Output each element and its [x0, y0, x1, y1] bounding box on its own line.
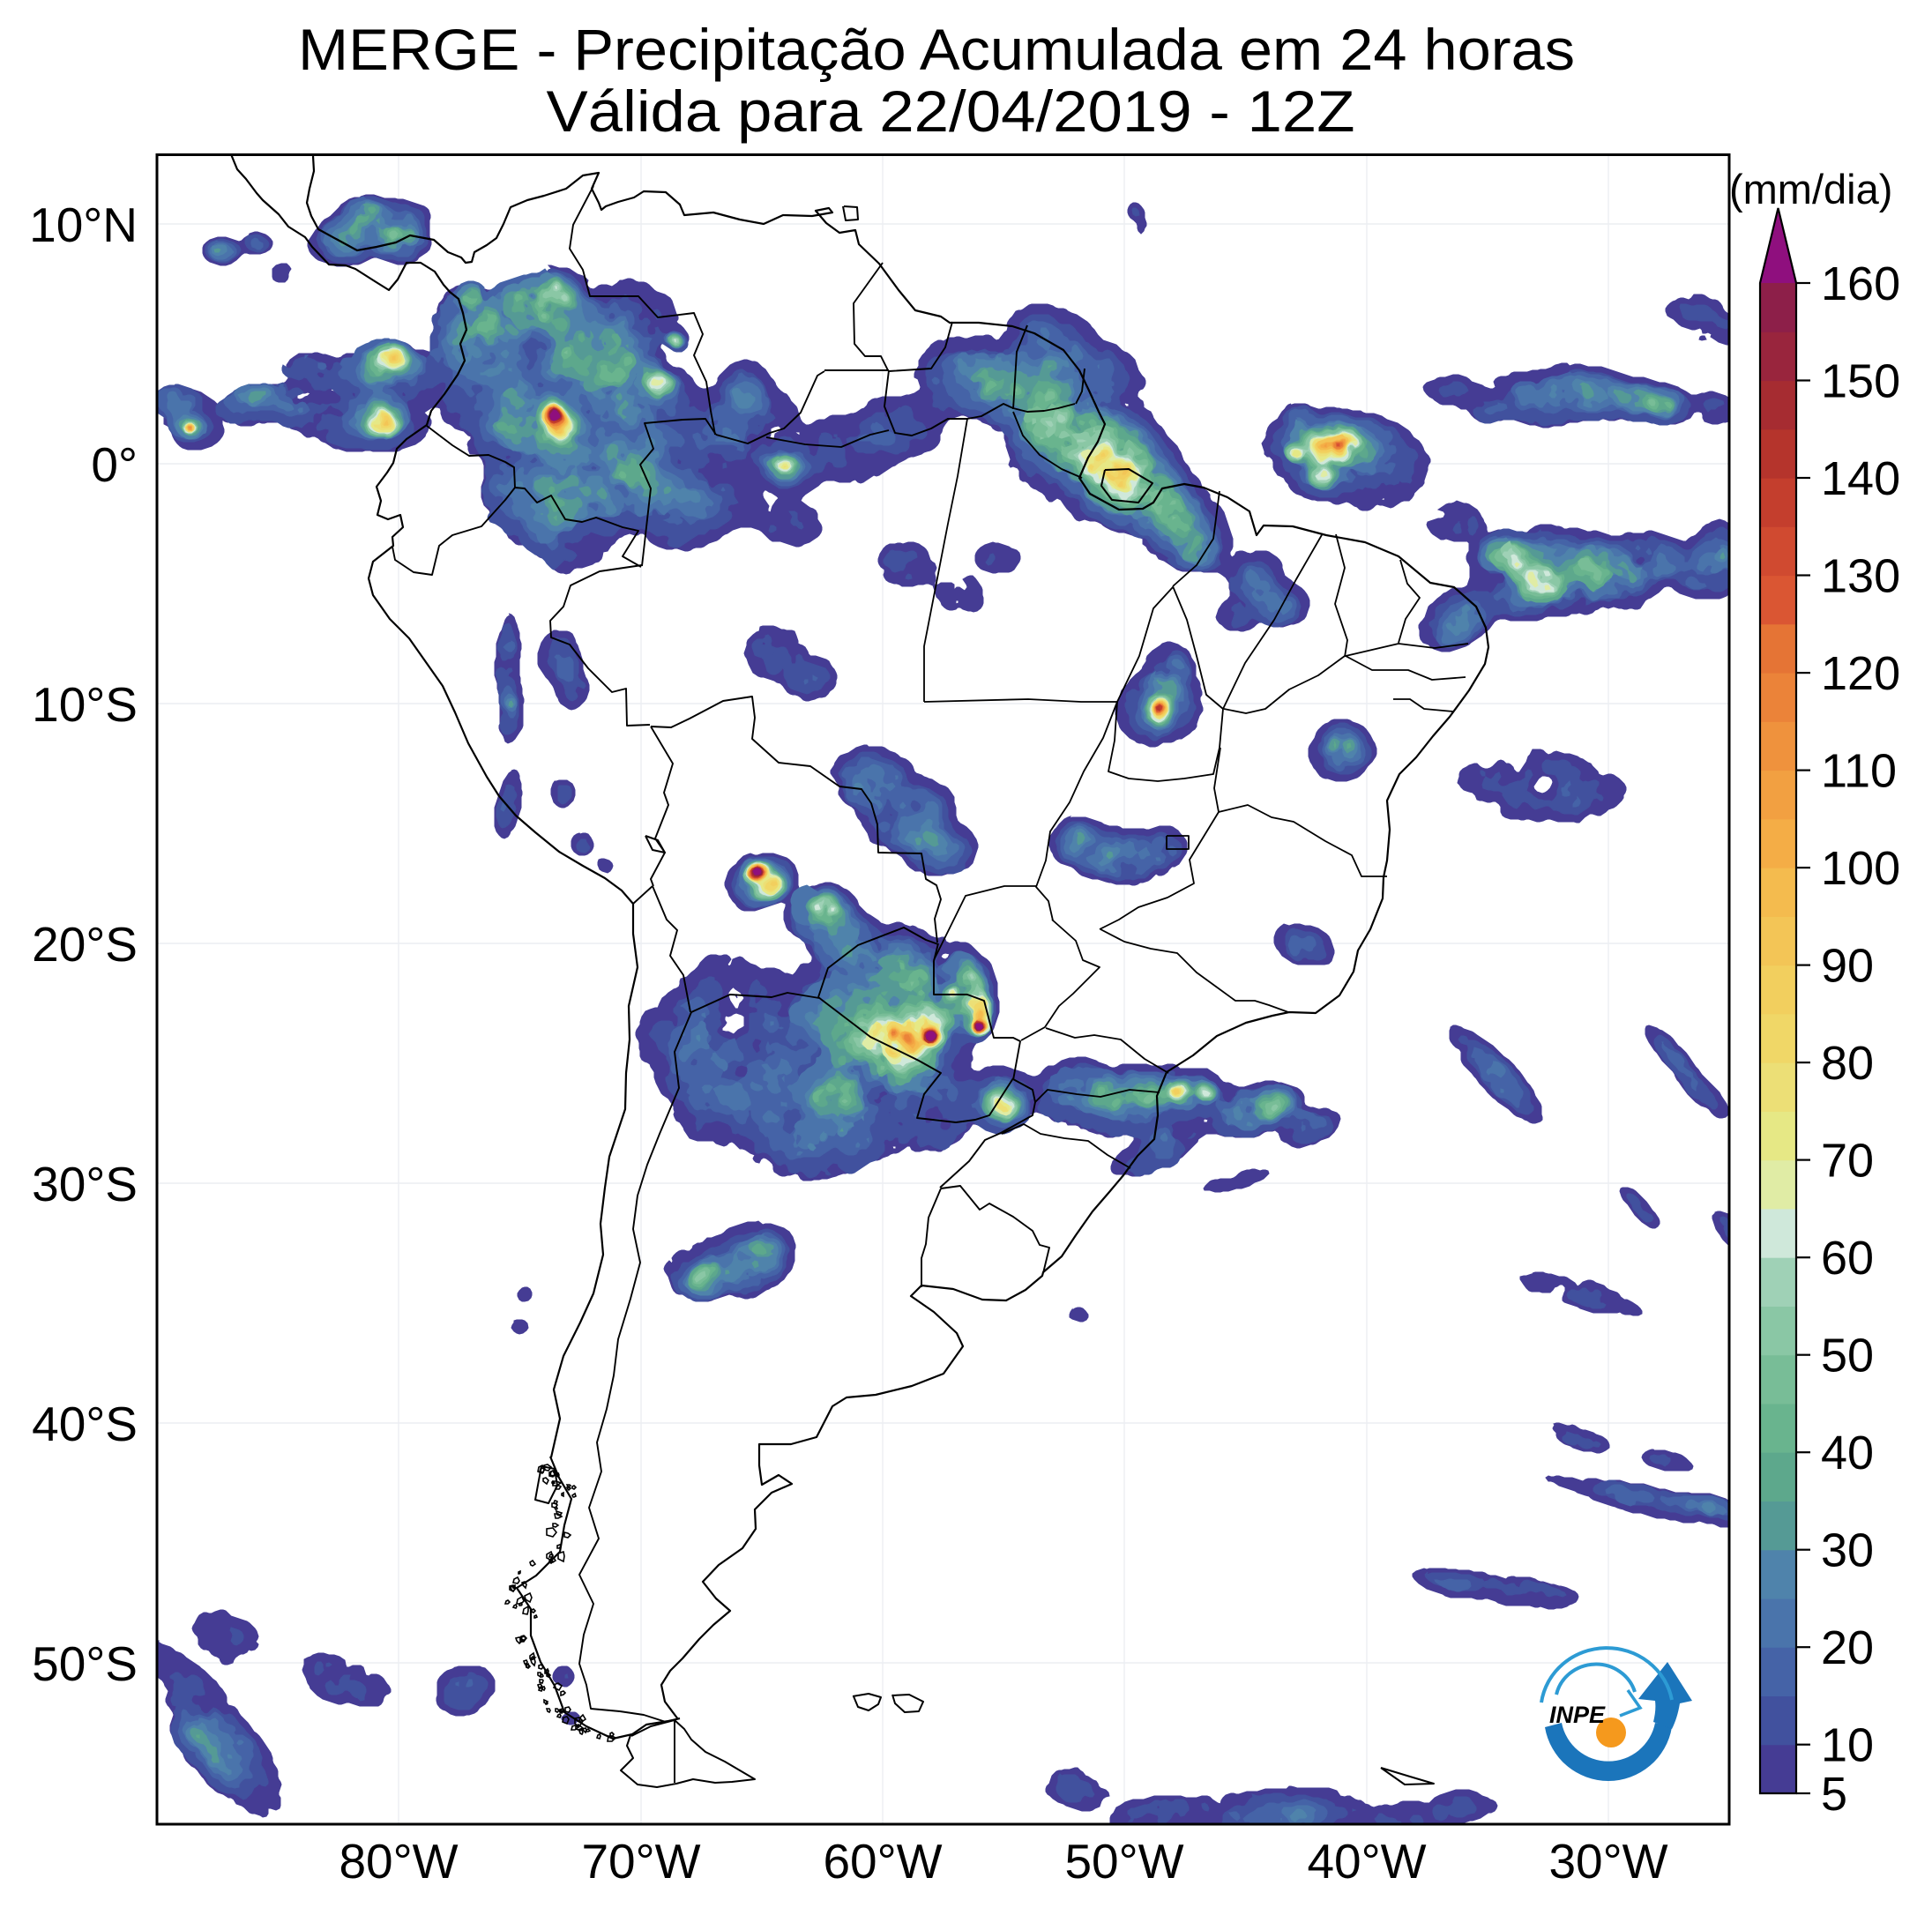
svg-text:100: 100 — [1821, 842, 1900, 895]
svg-text:INPE: INPE — [1549, 1702, 1606, 1728]
svg-text:40°W: 40°W — [1307, 1834, 1426, 1889]
svg-text:(mm/dia): (mm/dia) — [1729, 166, 1892, 212]
svg-text:20: 20 — [1821, 1621, 1874, 1674]
svg-text:70°W: 70°W — [581, 1834, 700, 1889]
svg-text:40: 40 — [1821, 1427, 1874, 1479]
svg-text:120: 120 — [1821, 647, 1900, 700]
svg-text:10°N: 10°N — [29, 197, 138, 252]
svg-text:50: 50 — [1821, 1330, 1874, 1382]
svg-text:40°S: 40°S — [32, 1397, 138, 1451]
svg-text:10°S: 10°S — [32, 677, 138, 732]
svg-text:50°W: 50°W — [1064, 1834, 1183, 1889]
svg-text:30: 30 — [1821, 1524, 1874, 1577]
svg-text:20°S: 20°S — [32, 917, 138, 972]
svg-text:Válida para 22/04/2019 - 12Z: Válida para 22/04/2019 - 12Z — [547, 78, 1355, 144]
svg-text:110: 110 — [1821, 745, 1897, 798]
svg-text:140: 140 — [1821, 452, 1900, 505]
svg-text:60°W: 60°W — [823, 1834, 942, 1889]
svg-text:160: 160 — [1821, 257, 1900, 310]
svg-text:130: 130 — [1821, 550, 1900, 603]
svg-text:5: 5 — [1821, 1768, 1847, 1821]
svg-text:60: 60 — [1821, 1232, 1874, 1285]
svg-text:150: 150 — [1821, 355, 1900, 408]
svg-text:80°W: 80°W — [339, 1834, 458, 1889]
svg-text:70: 70 — [1821, 1135, 1874, 1188]
svg-text:10: 10 — [1821, 1719, 1874, 1772]
svg-text:0°: 0° — [91, 437, 138, 492]
svg-text:90: 90 — [1821, 940, 1874, 993]
svg-text:30°W: 30°W — [1548, 1834, 1667, 1889]
svg-text:50°S: 50°S — [32, 1636, 138, 1691]
svg-text:MERGE - Precipitação Acumulada: MERGE - Precipitação Acumulada em 24 hor… — [298, 17, 1575, 82]
svg-text:30°S: 30°S — [32, 1157, 138, 1211]
svg-text:80: 80 — [1821, 1037, 1874, 1090]
